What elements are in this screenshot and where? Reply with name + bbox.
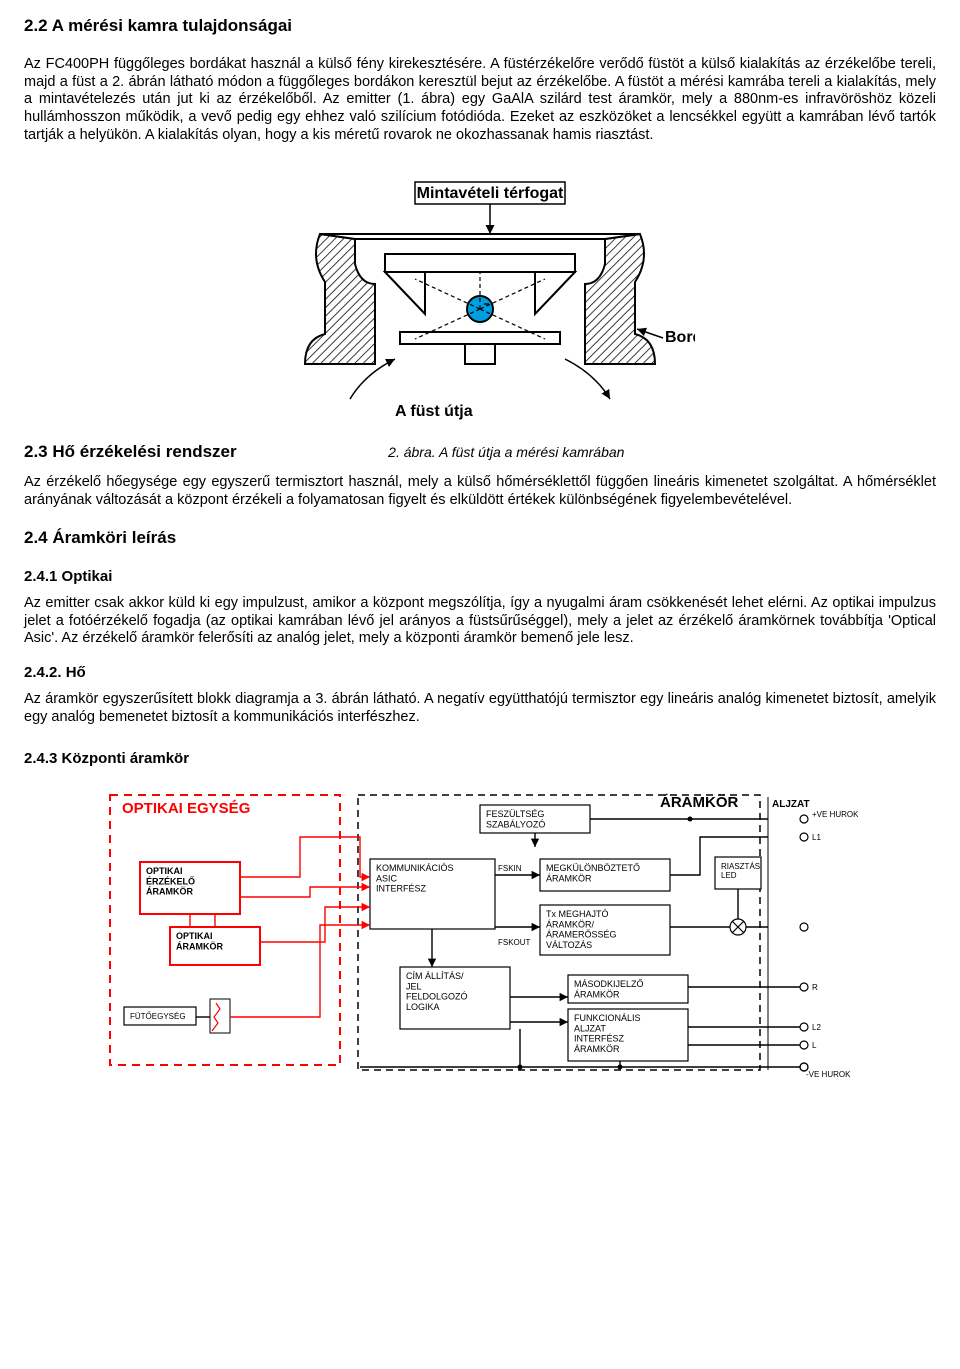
figure-3: OPTIKAI EGYSÉGÁRAMKÖRALJZATOPTIKAIÉRZÉKE… <box>24 777 936 1077</box>
svg-text:FÜTŐEGYSÉG: FÜTŐEGYSÉG <box>130 1012 186 1021</box>
para-2-3: Az érzékelő hőegysége egy egyszerű termi… <box>24 474 936 509</box>
svg-text:+VE HUROK: +VE HUROK <box>812 810 859 819</box>
svg-text:-VE HUROK: -VE HUROK <box>806 1070 851 1077</box>
svg-text:Mintavételi térfogat: Mintavételi térfogat <box>417 185 564 202</box>
svg-text:A füst útja: A füst útja <box>395 403 473 420</box>
svg-text:OPTIKAI EGYSÉG: OPTIKAI EGYSÉG <box>122 800 250 817</box>
heading-2-4-2: 2.4.2. Hő <box>24 664 936 681</box>
svg-text:ALJZAT: ALJZAT <box>772 799 810 810</box>
figure-2: Mintavételi térfogat Bordák A füst útja <box>24 164 936 424</box>
heading-2-2: 2.2 A mérési kamra tulajdonságai <box>24 16 936 36</box>
svg-text:L: L <box>812 1041 817 1050</box>
svg-text:FSKIN: FSKIN <box>498 864 522 873</box>
heading-2-4: 2.4 Áramköri leírás <box>24 528 936 548</box>
para-2-2: Az FC400PH függőleges bordákat használ a… <box>24 56 936 144</box>
figure-3-svg: OPTIKAI EGYSÉGÁRAMKÖRALJZATOPTIKAIÉRZÉKE… <box>100 777 860 1077</box>
svg-text:FSKOUT: FSKOUT <box>498 938 531 947</box>
para-2-4-1: Az emitter csak akkor küld ki egy impulz… <box>24 595 936 648</box>
svg-text:L2: L2 <box>812 1023 821 1032</box>
svg-text:Bordák: Bordák <box>665 329 695 346</box>
heading-2-4-1: 2.4.1 Optikai <box>24 568 936 585</box>
svg-text:R: R <box>812 983 818 992</box>
svg-text:FESZÜLTSÉGSZABÁLYOZÓ: FESZÜLTSÉGSZABÁLYOZÓ <box>486 809 545 829</box>
heading-2-4-3: 2.4.3 Központi áramkör <box>24 750 936 767</box>
svg-text:ÁRAMKÖR: ÁRAMKÖR <box>660 794 738 811</box>
figure-2-svg: Mintavételi térfogat Bordák A füst útja <box>265 164 695 424</box>
svg-text:L1: L1 <box>812 833 821 842</box>
para-2-4-2: Az áramkör egyszerűsített blokk diagramj… <box>24 691 936 726</box>
figure-2-caption: 2. ábra. A füst útja a mérési kamrában <box>77 444 936 462</box>
